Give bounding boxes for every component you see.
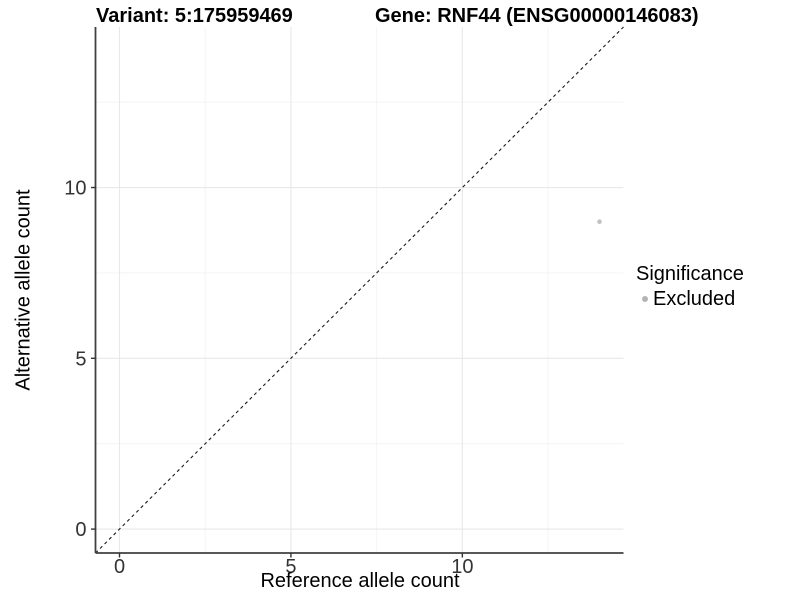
plot-title-gene: Gene: RNF44 (ENSG00000146083) — [375, 5, 699, 27]
legend-item-excluded: Excluded — [636, 288, 744, 310]
x-tick-label: 0 — [114, 556, 125, 578]
legend-item-label: Excluded — [653, 287, 736, 310]
data-point — [597, 219, 602, 224]
identity-line — [95, 26, 624, 554]
plot-title-variant: Variant: 5:175959469 — [96, 5, 293, 27]
y-tick-label: 0 — [75, 519, 86, 541]
x-axis-label: Reference allele count — [260, 570, 460, 592]
y-axis-label: Alternative allele count — [12, 189, 35, 391]
legend-point-icon — [642, 296, 648, 302]
legend: Significance Excluded — [636, 263, 744, 310]
x-tick-label: 5 — [285, 556, 296, 578]
x-tick-label: 10 — [451, 556, 473, 578]
legend-title: Significance — [636, 263, 744, 285]
y-tick-label: 10 — [64, 178, 86, 200]
y-tick-label: 5 — [75, 348, 86, 370]
